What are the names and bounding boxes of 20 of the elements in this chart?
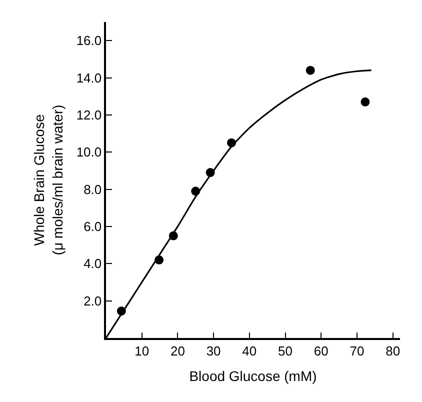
y-tick-label: 6.0	[84, 219, 102, 234]
x-tick-label: 30	[206, 343, 221, 358]
x-tick-label: 70	[350, 343, 364, 358]
point	[306, 66, 315, 75]
x-tick-label: 50	[278, 343, 293, 358]
x-tick-label: 40	[242, 343, 257, 358]
x-tick-label: 80	[386, 343, 400, 358]
y-axis-title: Whole Brain Glucose (μ moles/ml brain water)	[31, 104, 66, 256]
y-tick-label: 14.0	[76, 70, 102, 86]
y-tick-label: 4.0	[84, 256, 102, 272]
y-tick-label: 10.0	[76, 144, 102, 160]
y-tick-label: 2.0	[84, 293, 102, 308]
point	[360, 97, 370, 106]
x-tick-label: 20	[170, 343, 185, 358]
y-tick-label: 12.0	[76, 107, 102, 122]
x-axis-title: Blood Glucose (mM)	[189, 368, 317, 384]
x-tick-label: 10	[134, 343, 150, 358]
y-tick-label: 16.0	[76, 33, 102, 48]
y-tick-label: 8.0	[84, 182, 102, 197]
x-tick-label: 60	[314, 343, 328, 358]
